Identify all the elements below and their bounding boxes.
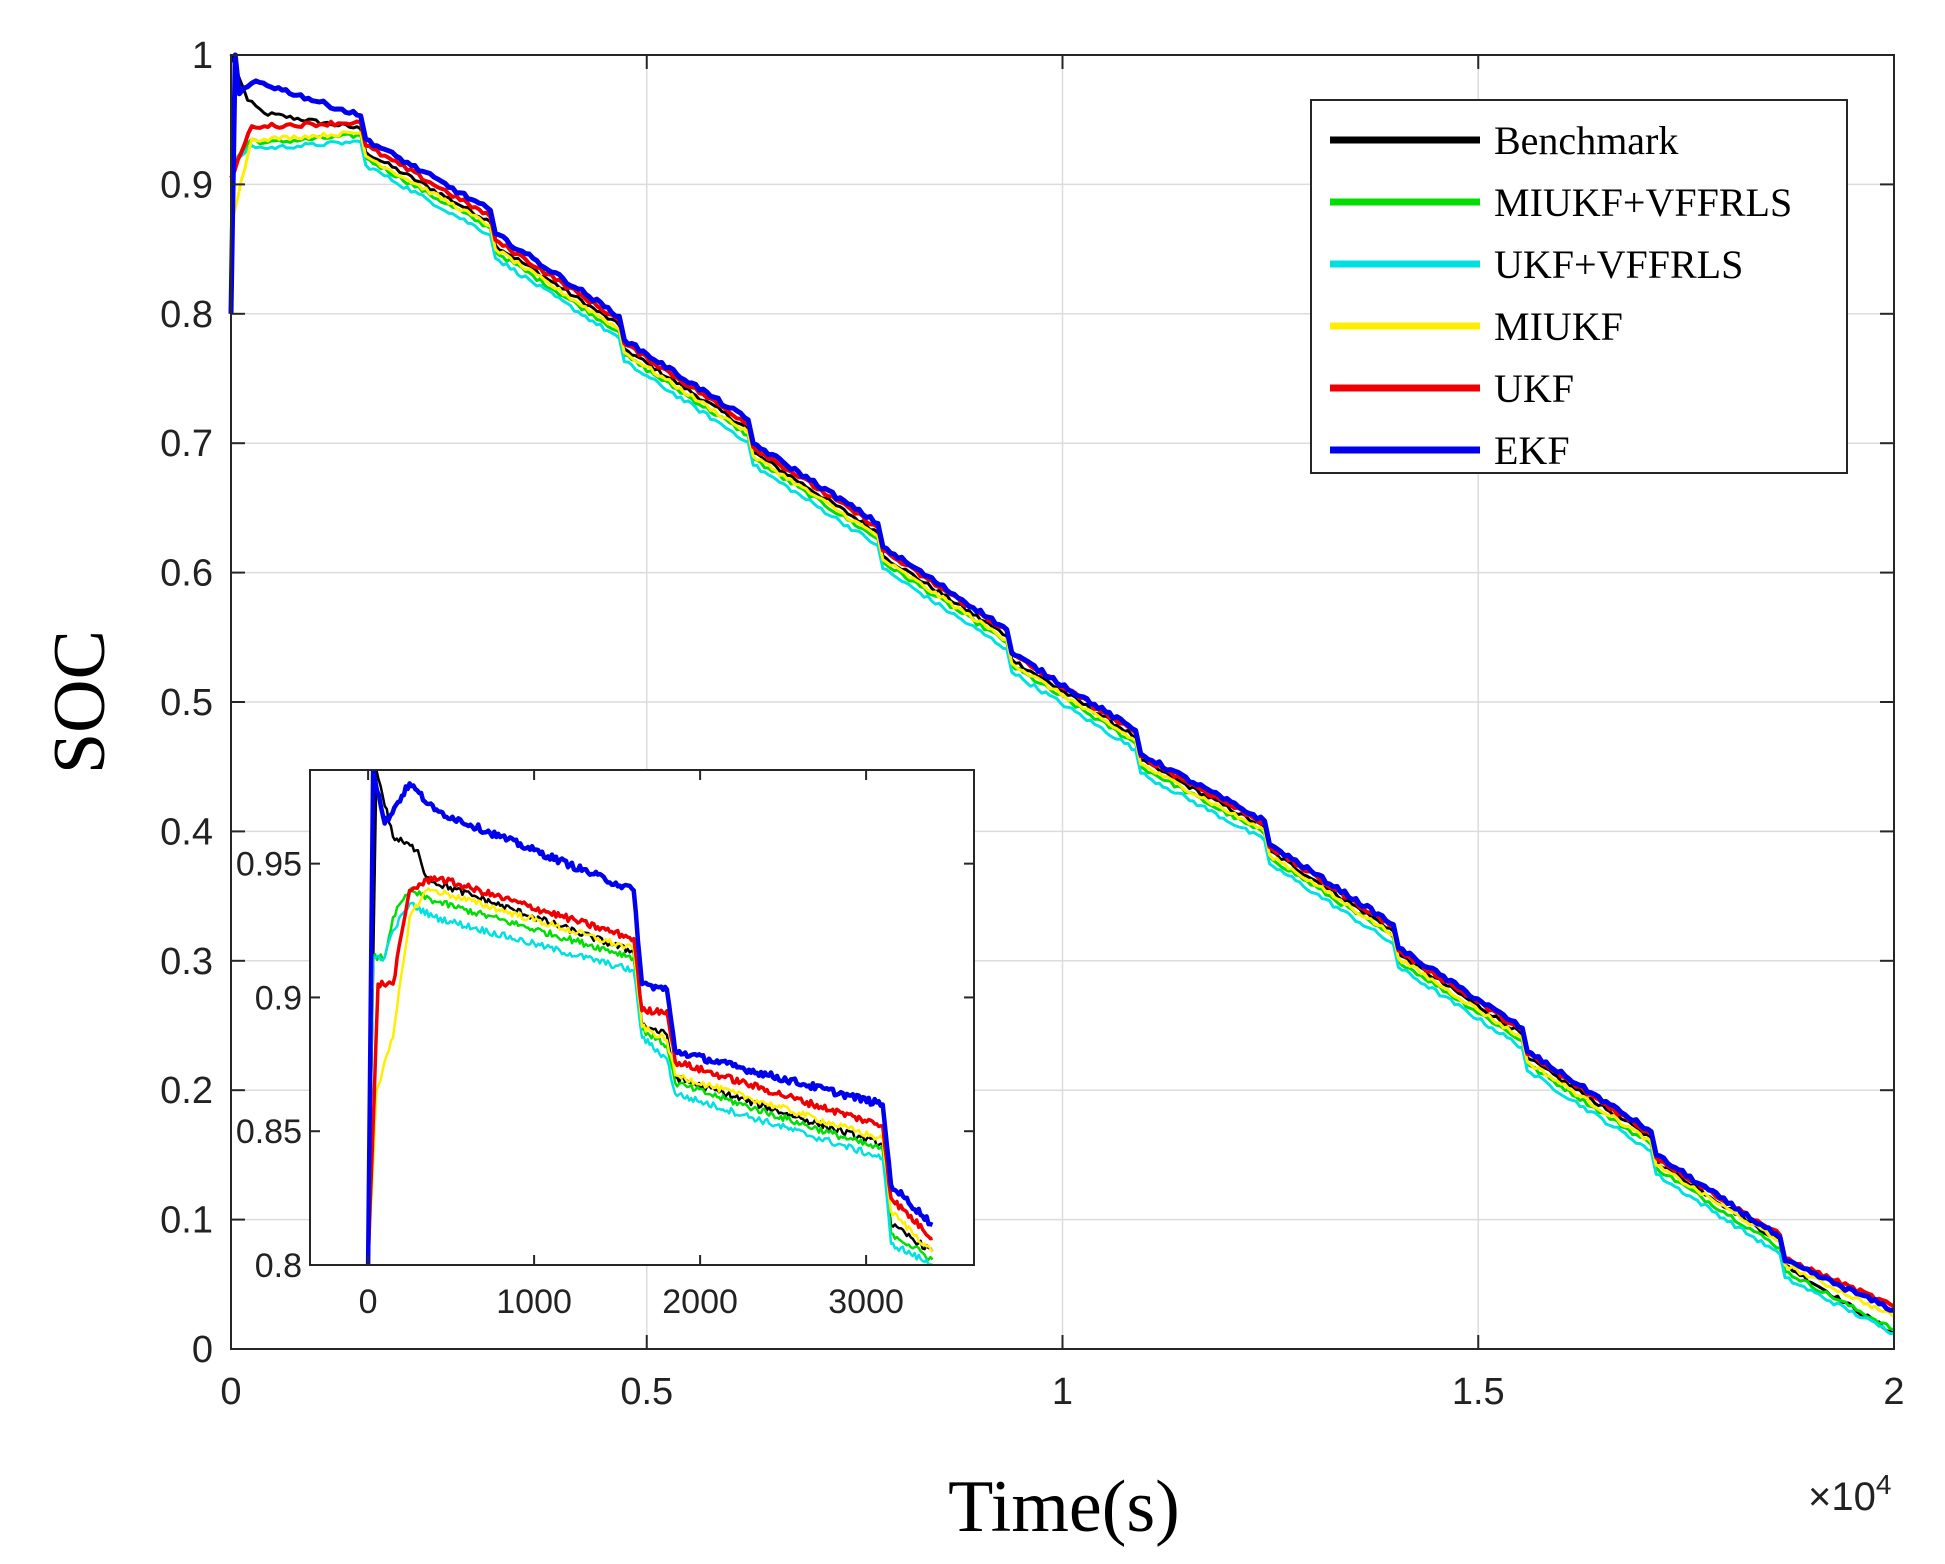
inset-x-tick-label: 0: [359, 1283, 378, 1321]
y-tick-label: 0.2: [160, 1070, 213, 1112]
y-tick-label: 0.3: [160, 941, 213, 983]
inset-ticks: 0 1000 2000 3000 0.8 0.85 0.9 0.95: [236, 770, 974, 1321]
inset-plot-frame: [309, 769, 975, 1266]
y-axis-label: SOC: [39, 630, 121, 774]
legend-label-miukf-vffrls: MIUKF+VFFRLS: [1494, 180, 1792, 225]
legend-items: Benchmark MIUKF+VFFRLS UKF+VFFRLS MIUKF UKF E…: [1330, 118, 1792, 473]
x-tick-label: 2: [1883, 1371, 1904, 1413]
inset-y-tick-label: 0.9: [255, 979, 302, 1017]
legend-label-ukf: UKF: [1494, 366, 1574, 411]
x-tick-label: 0.5: [620, 1371, 673, 1413]
main-ticks: 0 0.5 1 1.5 2 0 0.1 0.2 0.3 0.4 0.5 0.6 0.7 0.8 0.9 1: [160, 35, 1904, 1413]
series-line-ukf: [229, 119, 1895, 1309]
x-exponent-power: 4: [1876, 1469, 1892, 1500]
y-tick-label: 0.7: [160, 423, 213, 465]
x-tick-label: 1.5: [1452, 1371, 1505, 1413]
y-tick-label: 1: [192, 35, 213, 77]
inset-series-line-ukf-vffrls: [366, 901, 933, 1265]
inset-series-group: [365, 770, 934, 1265]
inset-y-tick-label: 0.85: [236, 1113, 302, 1151]
y-tick-label: 0.9: [160, 164, 213, 206]
y-tick-label: 0.6: [160, 553, 213, 595]
inset-x-tick-label: 2000: [662, 1283, 738, 1321]
x-axis-label: Time(s): [948, 1466, 1180, 1548]
legend-label-ukf-vffrls: UKF+VFFRLS: [1494, 242, 1743, 287]
y-tick-label: 0.4: [160, 811, 213, 853]
inset-series-line-miukf-vffrls: [366, 886, 934, 1265]
inset-y-tick-label: 0.8: [255, 1247, 302, 1285]
inset-series-line-miukf: [366, 887, 934, 1265]
legend-label-miukf: MIUKF: [1494, 304, 1623, 349]
legend-label-benchmark: Benchmark: [1494, 118, 1678, 163]
svg-text:×104: ×104: [1808, 1469, 1891, 1519]
x-exponent-base: ×10: [1808, 1475, 1876, 1519]
inset-y-tick-label: 0.95: [236, 846, 302, 884]
series-line-miukf: [229, 130, 1895, 1318]
legend-box: [1310, 99, 1848, 474]
x-tick-label: 1: [1052, 1371, 1073, 1413]
inset-plot: 0 1000 2000 3000 0.8 0.85 0.9 0.95: [236, 769, 975, 1321]
y-tick-label: 0.1: [160, 1200, 213, 1242]
series-line-ekf: [228, 52, 1895, 1313]
x-tick-label: 0: [220, 1371, 241, 1413]
inset-x-tick-label: 3000: [828, 1283, 904, 1321]
inset-x-tick-label: 1000: [496, 1283, 572, 1321]
inset-series-line-ukf: [366, 875, 933, 1265]
inset-series-line-ekf: [365, 770, 934, 1265]
y-tick-label: 0.5: [160, 682, 213, 724]
series-line-ukf-vffrls: [229, 139, 1895, 1336]
legend: Benchmark MIUKF+VFFRLS UKF+VFFRLS MIUKF UKF E…: [1310, 99, 1848, 474]
y-tick-label: 0: [192, 1329, 213, 1371]
legend-label-ekf: EKF: [1494, 428, 1570, 473]
main-series-group: [228, 52, 1895, 1336]
inset-series-line-benchmark: [366, 770, 934, 1265]
y-tick-label: 0.8: [160, 294, 213, 336]
